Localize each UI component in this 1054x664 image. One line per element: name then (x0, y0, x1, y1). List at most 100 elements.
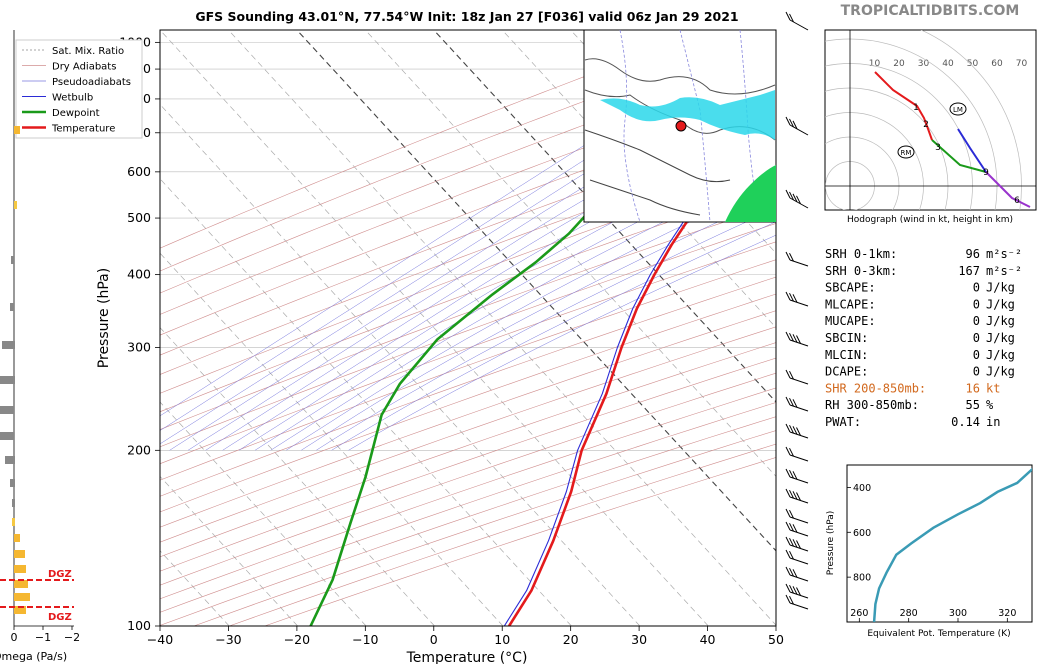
index-value: 0 (973, 281, 980, 295)
wind-barb (785, 369, 809, 385)
isotherm-line (365, 30, 776, 477)
indices-table: SRH 0-1km: 96 m²s⁻² SRH 0-3km: 167 m²s⁻² SBCAP… (825, 247, 1022, 429)
wind-barb (785, 521, 809, 537)
index-row: MLCAPE: 0 J/kg (825, 297, 1015, 311)
wind-barb (785, 594, 809, 610)
dgz-label-bottom: DGZ (48, 612, 72, 623)
location-marker (675, 120, 687, 132)
legend-box (15, 39, 143, 139)
index-unit: kt (986, 381, 1000, 395)
wind-barb (785, 468, 809, 484)
wind-barb (785, 566, 809, 582)
wind-barb (785, 508, 809, 524)
mix-ratio-label: 16 (818, 210, 827, 218)
index-value: 55 (966, 398, 980, 412)
index-row: MUCAPE: 0 J/kg (825, 314, 1015, 328)
hodo-height-label: 1 (913, 103, 919, 113)
omega-bar (14, 593, 30, 601)
omega-axis-label: Omega (Pa/s) (0, 650, 67, 663)
omega-bar (12, 518, 15, 526)
index-value: 0 (973, 348, 980, 362)
wind-barb (785, 396, 809, 412)
pseudoadiabat (316, 208, 776, 451)
isotherm-line (160, 475, 298, 626)
theta-e-x-tick: 320 (998, 608, 1016, 619)
theta-e-y-tick: 600 (853, 528, 871, 539)
theta-e-x-tick: 280 (900, 608, 918, 619)
index-row: SBCAPE: 0 J/kg (825, 281, 1015, 295)
hodo-height-label: 9 (983, 168, 989, 178)
theta-e-ylabel: Pressure (hPa) (826, 511, 836, 576)
pseudoadiabat (348, 234, 776, 451)
index-value: 0 (973, 297, 980, 311)
index-label: MUCAPE: (825, 314, 876, 328)
legend-entry: Wetbulb (52, 93, 93, 104)
y-tick-label: 400 (127, 267, 151, 282)
index-unit: J/kg (986, 281, 1015, 295)
hodo-rm-label: RM (901, 149, 912, 157)
mix-ratio-label: 10 (781, 210, 790, 218)
isotherm-line (296, 30, 776, 552)
dry-adiabat (160, 310, 776, 528)
hodo-height-label: 6 (1014, 196, 1020, 206)
omega-bar (11, 256, 14, 264)
index-label: SRH 0-3km: (825, 264, 897, 278)
legend-entry: Sat. Mix. Ratio (52, 46, 124, 57)
wind-barb (785, 423, 809, 439)
brand-label: TROPICALTIDBITS.COM (841, 3, 1020, 19)
index-value: 0 (973, 365, 980, 379)
x-tick-label: 30 (631, 632, 647, 647)
omega-bar (0, 432, 14, 440)
hodo-caption: Hodograph (wind in kt, height in km) (847, 215, 1013, 225)
y-tick-label: 300 (127, 340, 151, 355)
index-unit: m²s⁻² (986, 264, 1022, 278)
index-row: MLCIN: 0 J/kg (825, 348, 1015, 362)
hodo-ring-label: 50 (967, 59, 979, 69)
isotherm-line (160, 401, 367, 626)
theta-e-chart: 260 280 300 320 400 600 800 Pressure (hPa) Equ… (826, 464, 1033, 639)
omega-bar (0, 406, 14, 414)
isotherm-line (433, 30, 776, 403)
x-tick-label: 10 (494, 632, 510, 647)
theta-e-y-tick: 800 (853, 573, 871, 584)
dry-adiabat (160, 276, 776, 497)
dry-adiabat (160, 184, 776, 413)
dry-adiabat (160, 223, 776, 448)
x-tick-label: −40 (147, 632, 173, 647)
mix-ratio-label: 20 (835, 210, 844, 218)
x-tick-label: 0 (430, 632, 438, 647)
wind-barb (785, 331, 809, 347)
x-tick-label: 50 (768, 632, 784, 647)
index-value: 16 (966, 381, 980, 395)
omega-panel: DGZ DGZ 0 −1 −2 Omega (Pa/s) (0, 30, 80, 663)
index-unit: J/kg (986, 314, 1015, 328)
theta-e-x-tick: 260 (850, 608, 868, 619)
omega-bar (10, 479, 15, 487)
legend-entry: Temperature (51, 124, 115, 135)
hodo-ring-label: 10 (869, 59, 881, 69)
dry-adiabat (160, 259, 776, 481)
index-label: MLCAPE: (825, 297, 876, 311)
chart-title: GFS Sounding 43.01°N, 77.54°W Init: 18z … (195, 9, 738, 24)
omega-bar (14, 201, 17, 209)
wind-barb (785, 251, 809, 267)
series-dewpoint (309, 110, 776, 626)
omega-bar (5, 456, 15, 464)
index-row: SHR 200-850mb: 16 kt (825, 381, 1000, 395)
dry-adiabat (160, 342, 776, 558)
theta-e-xlabel: Equivalent Pot. Temperature (K) (867, 629, 1010, 639)
index-label: SRH 0-1km: (825, 247, 897, 261)
pseudoadiabat (301, 194, 776, 451)
hodo-height-label: 3 (935, 143, 941, 153)
index-value: 0 (973, 314, 980, 328)
index-unit: m²s⁻² (986, 247, 1022, 261)
index-row: SRH 0-3km: 167 m²s⁻² (825, 264, 1022, 278)
wind-barb (785, 488, 809, 504)
y-tick-label: 600 (127, 164, 151, 179)
hodo-ring-label: 40 (942, 59, 954, 69)
index-row: SRH 0-1km: 96 m²s⁻² (825, 247, 1022, 261)
index-value: 0.14 (951, 415, 980, 429)
isotherm-line (160, 178, 572, 626)
index-value: 167 (958, 264, 980, 278)
mix-ratio-label: 13 (801, 210, 810, 218)
